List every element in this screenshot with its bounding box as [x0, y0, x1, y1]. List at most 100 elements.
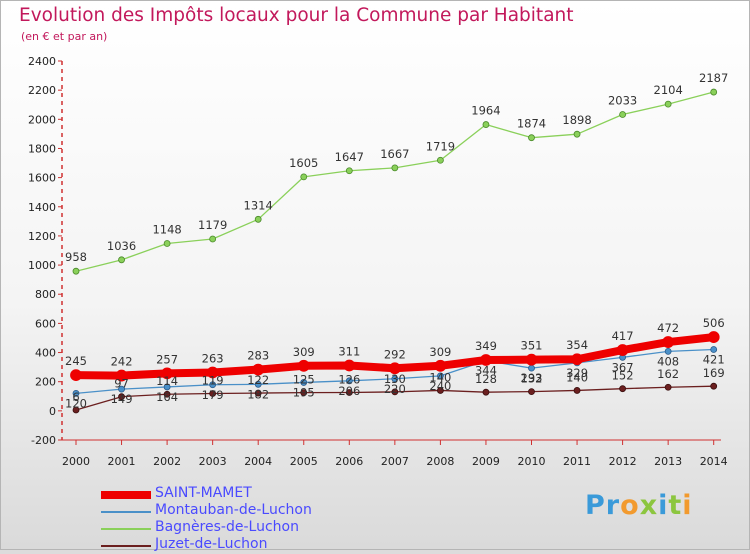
chart-subtitle: (en € et par an) [21, 30, 108, 43]
point-juzet-de-luchon [664, 383, 672, 391]
y-tick-label: 1800 [28, 142, 56, 155]
point-bagn-res-de-luchon [209, 235, 217, 243]
x-tick-label: 2002 [153, 455, 181, 468]
point-saint-mamet [571, 353, 583, 366]
data-label-juzet-de-luchon: 6 [72, 390, 79, 404]
data-label-montauban-de-luchon: 367 [612, 360, 634, 374]
point-bagn-res-de-luchon [345, 167, 353, 175]
x-tick-label: 2003 [199, 455, 227, 468]
point-bagn-res-de-luchon [391, 164, 399, 172]
point-montauban-de-luchon [345, 377, 353, 385]
y-tick-label: 1400 [28, 201, 56, 214]
proxiti-logo: Proxiti [585, 490, 693, 521]
x-tick-label: 2013 [654, 455, 682, 468]
y-tick-label: 1600 [28, 172, 56, 185]
point-saint-mamet [480, 354, 492, 366]
data-label-saint-mamet: 283 [247, 349, 269, 363]
point-saint-mamet [70, 369, 82, 382]
y-tick-label: 600 [35, 317, 56, 330]
data-label-juzet-de-luchon: 130 [384, 372, 406, 386]
legend-label: Juzet-de-Luchon [155, 536, 268, 552]
x-tick-label: 2011 [563, 455, 591, 468]
logo-letter: t [668, 490, 683, 521]
logo-letter: x [639, 490, 659, 521]
data-label-bagn-res-de-luchon: 1314 [244, 198, 273, 212]
data-label-juzet-de-luchon: 132 [521, 372, 543, 386]
logo-letter: i [658, 490, 669, 521]
data-label-saint-mamet: 354 [566, 338, 588, 352]
data-label-bagn-res-de-luchon: 1964 [471, 104, 500, 118]
point-bagn-res-de-luchon [710, 88, 718, 96]
point-bagn-res-de-luchon [528, 134, 535, 142]
point-juzet-de-luchon [300, 389, 308, 397]
legend-swatch [101, 491, 151, 499]
data-label-montauban-de-luchon: 179 [202, 388, 224, 402]
y-tick-label: 0 [49, 405, 56, 418]
point-juzet-de-luchon [528, 388, 535, 396]
data-label-juzet-de-luchon: 140 [566, 370, 588, 384]
y-tick-label: 2400 [28, 55, 56, 68]
point-saint-mamet [252, 363, 265, 376]
point-montauban-de-luchon [72, 389, 80, 397]
legend-swatch [101, 545, 151, 547]
data-label-saint-mamet: 472 [657, 321, 679, 335]
point-bagn-res-de-luchon [573, 130, 581, 138]
data-label-juzet-de-luchon: 114 [156, 374, 178, 388]
point-saint-mamet [161, 367, 174, 380]
data-label-saint-mamet: 309 [293, 345, 315, 359]
data-label-bagn-res-de-luchon: 1647 [335, 150, 364, 164]
series-line-bagn-res-de-luchon [75, 91, 714, 272]
data-label-bagn-res-de-luchon: 1874 [517, 117, 546, 131]
point-montauban-de-luchon [300, 379, 308, 386]
data-label-bagn-res-de-luchon: 1036 [107, 239, 136, 253]
point-juzet-de-luchon [254, 389, 262, 397]
point-saint-mamet [388, 362, 401, 375]
point-juzet-de-luchon [163, 390, 171, 398]
x-tick-label: 2009 [472, 455, 500, 468]
data-label-bagn-res-de-luchon: 2104 [654, 83, 683, 97]
point-bagn-res-de-luchon [118, 256, 125, 264]
data-label-montauban-de-luchon: 220 [384, 382, 406, 396]
point-saint-mamet [297, 359, 310, 372]
data-label-juzet-de-luchon: 140 [429, 370, 451, 384]
point-bagn-res-de-luchon [72, 267, 80, 275]
x-tick-label: 2007 [381, 455, 409, 468]
data-label-juzet-de-luchon: 162 [657, 367, 679, 381]
data-label-montauban-de-luchon: 329 [566, 366, 588, 380]
point-bagn-res-de-luchon [664, 100, 672, 108]
data-label-bagn-res-de-luchon: 1605 [289, 156, 318, 170]
data-label-montauban-de-luchon: 206 [338, 384, 360, 398]
y-tick-label: 2000 [28, 113, 56, 126]
x-tick-label: 2006 [335, 455, 363, 468]
point-saint-mamet [662, 336, 675, 348]
data-label-juzet-de-luchon: 125 [293, 373, 315, 387]
chart-title: Evolution des Impôts locaux pour la Comm… [19, 5, 574, 26]
x-tick-label: 2014 [700, 455, 728, 468]
data-label-saint-mamet: 242 [111, 355, 133, 369]
x-tick-label: 2001 [108, 455, 136, 468]
point-bagn-res-de-luchon [482, 121, 490, 128]
point-juzet-de-luchon [118, 393, 125, 401]
data-label-bagn-res-de-luchon: 1667 [380, 147, 409, 161]
data-label-juzet-de-luchon: 169 [703, 366, 725, 380]
x-tick-label: 2012 [609, 455, 637, 468]
point-montauban-de-luchon [209, 381, 217, 389]
data-label-bagn-res-de-luchon: 1898 [562, 113, 591, 127]
point-juzet-de-luchon [345, 389, 353, 396]
legend-swatch [101, 528, 151, 530]
x-tick-label: 2008 [426, 455, 454, 468]
data-label-saint-mamet: 311 [338, 345, 360, 359]
data-label-juzet-de-luchon: 97 [114, 377, 129, 391]
data-label-bagn-res-de-luchon: 2187 [699, 71, 728, 85]
point-saint-mamet [707, 331, 720, 343]
x-tick-label: 2004 [244, 455, 272, 468]
x-tick-label: 2005 [290, 455, 318, 468]
point-juzet-de-luchon [710, 382, 718, 390]
point-bagn-res-de-luchon [254, 215, 262, 223]
point-bagn-res-de-luchon [300, 173, 308, 181]
data-label-montauban-de-luchon: 408 [657, 354, 679, 368]
data-label-bagn-res-de-luchon: 958 [65, 250, 87, 264]
legend-label: Montauban-de-Luchon [155, 502, 312, 518]
point-montauban-de-luchon [436, 372, 444, 380]
legend-label: SAINT-MAMET [155, 485, 252, 501]
